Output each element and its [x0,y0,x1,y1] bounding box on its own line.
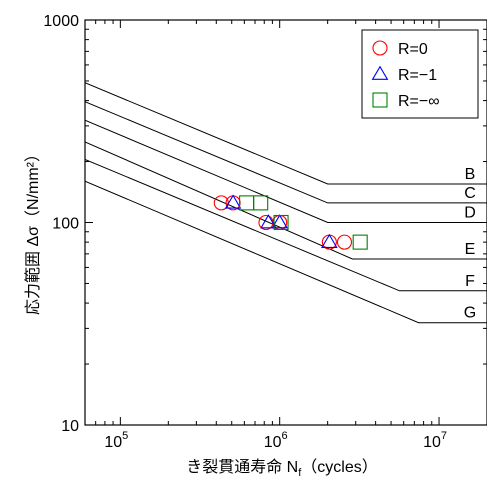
data-point-series-2-3 [352,234,368,250]
design-curve-F [85,158,487,292]
axis-tick-labels: 105 106 107 10 100 1000 [43,13,447,451]
x-tick-label: 105 [104,430,128,451]
data-point-series-2-0 [239,195,255,211]
x-tick-label: 107 [423,430,447,451]
legend-label-0: R=0 [398,41,428,58]
design-curve-D [85,119,487,223]
data-point-series-1-2 [271,214,288,229]
design-curve-G [85,180,487,324]
data-point-series-1-3 [321,233,338,248]
x-axis-label: き裂貫通寿命 Nf（cycles） [186,458,378,478]
data-point-series-1-1 [260,214,277,229]
y-tick-label: 10 [61,418,79,435]
data-point-series-2-1 [253,195,269,211]
y-tick-label: 1000 [43,13,79,30]
y-tick-label: 100 [52,216,79,233]
design-curve-B [85,82,487,185]
curve-label-D: D [464,205,476,222]
design-curve-C [85,101,487,204]
curve-category-labels: BCD EFG [464,166,476,322]
curve-label-B: B [465,166,476,183]
design-curves [85,82,487,324]
x-axis-label-main: き裂貫通寿命 N [186,458,298,476]
legend-marker-1 [371,65,389,80]
data-point-series-2-2 [273,214,289,231]
legend: R=0 R=−1 R=−∞ [361,29,479,119]
x-axis-label-unit: （cycles） [301,458,377,476]
data-points [213,194,368,250]
legend-marker-2 [372,92,388,108]
legend-label-2: R=−∞ [398,93,440,110]
curve-label-C: C [464,185,476,202]
design-curve-E [85,141,487,260]
axis-ticks [84,19,487,426]
curve-label-G: G [464,305,476,322]
y-axis-label: 応力範囲 Δσ（N/mm²） [24,146,42,315]
x-axis-label-sub: f [298,467,302,478]
data-point-series-1-0 [224,194,242,209]
data-point-series-0-5 [336,234,353,250]
legend-label-1: R=−1 [398,67,437,84]
legend-box [361,29,479,119]
curve-label-F: F [465,273,475,290]
x-tick-label: 106 [264,430,288,451]
curve-label-E: E [465,241,476,258]
legend-marker-0 [372,40,388,56]
